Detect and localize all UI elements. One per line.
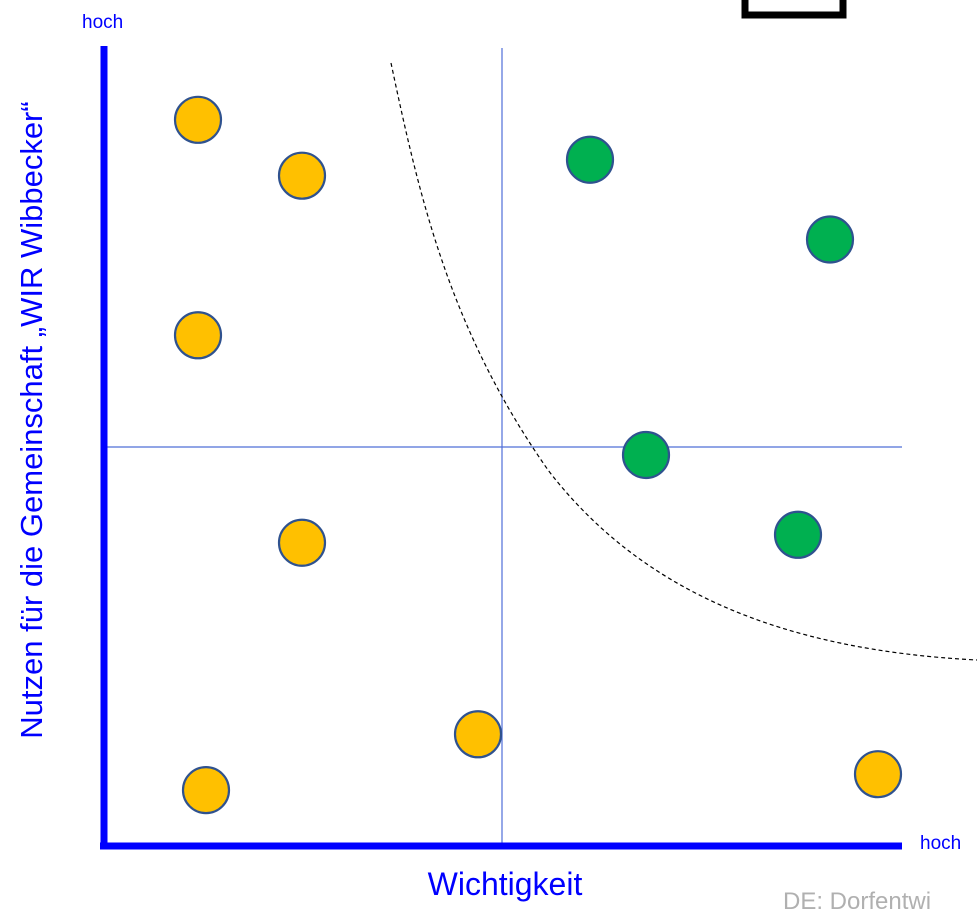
yellow-point-1 [173, 95, 223, 144]
yellow-point-7 [853, 750, 903, 799]
green-point-4 [773, 510, 823, 559]
yellow-point-4 [277, 518, 327, 567]
green-point-3 [621, 430, 671, 480]
x-axis-title: Wichtigkeit [428, 866, 583, 902]
yellow-point-3 [173, 311, 223, 360]
green-point-1 [565, 135, 615, 184]
yellow-point-2 [277, 151, 327, 200]
yellow-point-6 [181, 766, 231, 815]
x-axis-high-label: hoch [920, 833, 961, 854]
partial-frame-decoration [741, 0, 847, 19]
y-axis-title: Nutzen für die Gemeinschaft „WIR Wibbeck… [14, 101, 49, 738]
data-points [173, 95, 903, 815]
y-axis-high-label: hoch [82, 12, 123, 33]
priority-boundary-curve [390, 62, 977, 661]
footer-text: DE: Dorfentwi [783, 888, 931, 909]
yellow-point-5 [453, 710, 503, 759]
green-point-2 [805, 215, 855, 264]
